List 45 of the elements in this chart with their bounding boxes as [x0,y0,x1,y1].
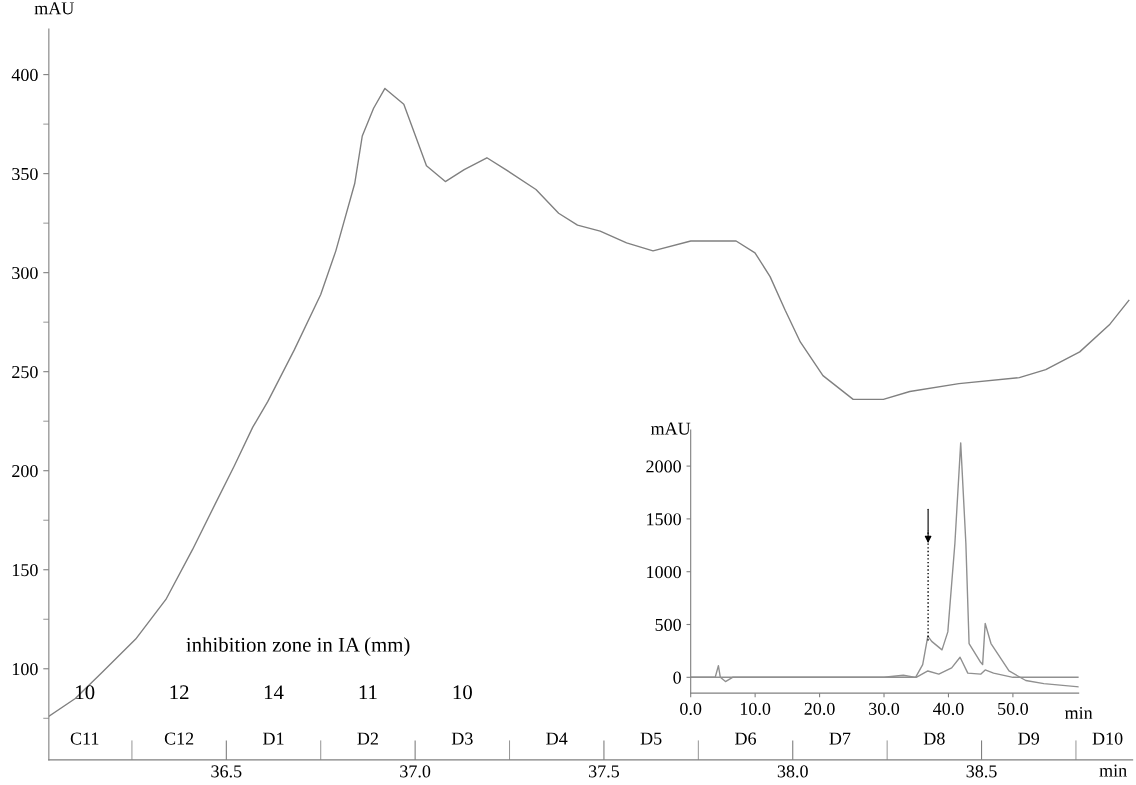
annotation: C12 [164,732,194,745]
y-tick-label: 500 [655,618,681,631]
y-tick-label: 150 [12,564,38,577]
y-tick-label: 350 [12,167,38,181]
y-tick-label: 2000 [646,460,681,473]
annotation: 14 [264,685,284,700]
x-tick-label: 10.0 [740,702,771,715]
y-tick-label: 0 [673,671,681,684]
x-tick-label: 50.0 [998,702,1029,715]
y-axis-title: mAU [650,422,691,435]
y-axis-title: mAU [34,2,74,15]
annotation: D6 [735,732,757,745]
x-axis-title: min [1064,706,1093,719]
x-tick-label: 20.0 [804,702,835,715]
annotation: D9 [1018,732,1040,745]
annotation: C11 [70,732,99,745]
x-tick-label: 38.5 [966,765,997,778]
y-tick-label: 250 [12,365,38,379]
annotation: D4 [546,732,568,745]
annotation: D10 [1092,732,1123,745]
x-tick-label: 0.0 [680,702,702,715]
x-tick-label: 38.0 [777,765,808,778]
annotation: D7 [829,732,851,745]
annotation: D2 [357,732,378,745]
x-tick-label: 36.5 [211,765,242,778]
y-tick-label: 100 [12,663,38,676]
x-tick-label: 40.0 [933,702,964,715]
y-tick-label: 1500 [647,513,681,526]
y-tick-label: 1000 [647,565,681,579]
annotation: D1 [263,732,284,745]
annotation: 11 [359,685,377,700]
y-tick-label: 400 [11,68,38,82]
annotation: 10 [76,685,95,700]
annotation: D8 [923,732,945,745]
x-tick-label: 37.0 [400,765,431,778]
annotation: D3 [451,732,473,745]
annotation: inhibition zone in IA (mm) [186,637,410,657]
annotation: D5 [640,732,662,745]
annotation: 10 [453,685,472,700]
annotation: 12 [170,685,189,700]
x-axis-title: min [1099,764,1127,777]
x-tick-label: 30.0 [869,702,900,715]
y-tick-label: 300 [12,266,38,280]
y-tick-label: 200 [12,464,38,478]
x-tick-label: 37.5 [589,765,620,778]
